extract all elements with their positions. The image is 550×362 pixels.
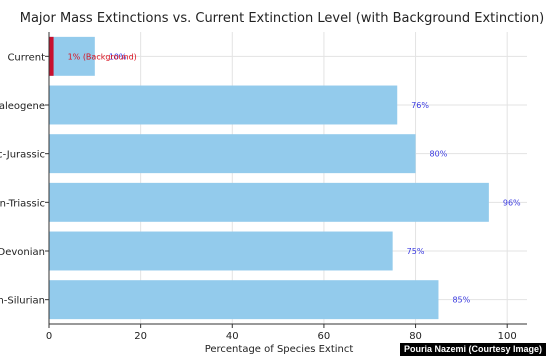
x-tick-label: 20 [134, 331, 147, 342]
x-tick-label: 40 [226, 331, 239, 342]
x-tick-label: 60 [318, 331, 331, 342]
bar-n-silurian [49, 280, 439, 320]
data-label: 80% [430, 150, 448, 159]
y-tick-label: Current [7, 52, 45, 63]
bar-current [49, 36, 95, 76]
x-tick-label: 80 [409, 331, 422, 342]
y-tick-label: c-Jurassic [0, 150, 45, 161]
y-tick-label: Devonian [0, 247, 45, 258]
data-label: 76% [411, 101, 429, 110]
data-label: 96% [503, 198, 521, 207]
image-credit: Pouria Nazemi (Courtesy Image) [399, 343, 546, 356]
bar-paleogene [49, 85, 398, 125]
x-axis-label: Percentage of Species Extinct [205, 344, 354, 355]
chart-title: Major Mass Extinctions vs. Current Extin… [20, 11, 545, 26]
x-tick-label: 0 [46, 331, 52, 342]
bar-n-triassic [49, 182, 489, 222]
bar-devonian [49, 231, 393, 271]
background-data-label: 1% (Background) [68, 52, 137, 61]
bar-background-extinction [49, 36, 54, 76]
y-tick-label: n-Triassic [0, 198, 45, 209]
x-tick-label: 100 [498, 331, 517, 342]
data-label: 75% [407, 247, 425, 256]
data-label: 85% [452, 296, 470, 305]
bar-c-jurassic [49, 134, 416, 174]
data-label: 10% [109, 52, 127, 61]
y-tick-label: Paleogene [0, 101, 45, 112]
y-tick-label: n-Silurian [0, 296, 45, 307]
